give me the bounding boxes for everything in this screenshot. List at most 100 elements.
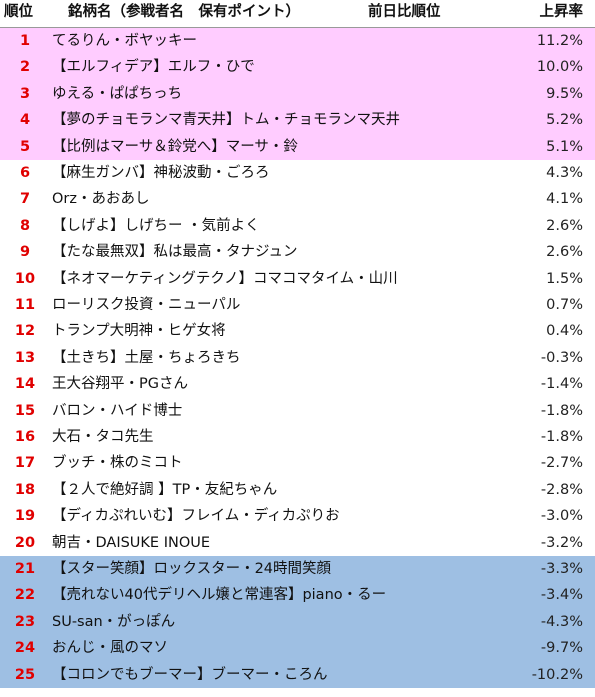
- pct-cell: -1.8%: [540, 402, 583, 419]
- table-row: 24 おんじ・風のマソ -9.7%: [0, 635, 595, 662]
- name-cell: 【スター笑顔】ロックスター・24時間笑顔: [52, 561, 332, 577]
- pct-cell: 0.7%: [546, 297, 583, 313]
- name-cell: 王大谷翔平・PGさん: [52, 376, 188, 393]
- name-cell: 【２人で絶好調 】TP・友紀ちゃん: [52, 481, 278, 498]
- rank-cell: 14: [14, 376, 36, 393]
- table-row: 14 王大谷翔平・PGさん -1.4%: [0, 371, 595, 397]
- rank-cell: 2: [19, 59, 31, 76]
- pct-cell: -0.3%: [540, 349, 583, 366]
- rank-cell: 3: [19, 85, 31, 102]
- rank-cell: 24: [14, 640, 36, 657]
- rank-cell: 4: [19, 112, 31, 129]
- pct-cell: -3.4%: [540, 587, 583, 604]
- rank-cell: 9: [19, 244, 31, 261]
- pct-cell: 2.6%: [546, 244, 583, 261]
- table-row: 8 【しげよ】しげちー ・気前よく 2.6%: [0, 213, 595, 239]
- rank-cell: 18: [14, 481, 36, 498]
- rank-cell: 12: [14, 323, 36, 340]
- pct-cell: -1.8%: [540, 429, 583, 445]
- pct-cell: -3.3%: [540, 561, 583, 577]
- rank-cell: 8: [19, 217, 31, 234]
- pct-cell: 4.1%: [546, 191, 583, 208]
- table-row: 20 朝吉・DAISUKE INOUE -3.2%: [0, 530, 595, 556]
- pct-cell: -2.8%: [540, 481, 583, 498]
- pct-cell: -4.3%: [540, 613, 583, 630]
- pct-cell: 11.2%: [536, 33, 583, 49]
- rank-cell: 20: [14, 534, 36, 551]
- table-row: 3 ゆえる・ぱぱちっち 9.5%: [0, 80, 595, 108]
- rank-cell: 6: [19, 165, 31, 181]
- rank-cell: 11: [14, 297, 36, 313]
- header-row: 順位 銘柄名（参戦者名 保有ポイント） 前日比順位 上昇率: [0, 0, 595, 28]
- table-row: 2 【エルフィデア】エルフ・ひで 10.0%: [0, 54, 595, 81]
- header-cell: 順位: [4, 4, 33, 20]
- table-row: 12 トランプ大明神・ヒゲ女将 0.4%: [0, 318, 595, 344]
- name-cell: ゆえる・ぱぱちっち: [52, 85, 183, 102]
- name-cell: 【コロンでもブーマー】ブーマー・ころん: [52, 666, 328, 683]
- rank-cell: 21: [14, 561, 36, 577]
- table-row: 23 SU-san・がっぽん -4.3%: [0, 608, 595, 636]
- name-cell: Orz・あおあし: [52, 191, 150, 208]
- table-row: 22 【売れない40代デリヘル嬢と常連客】piano・るー -3.4%: [0, 582, 595, 609]
- table-row: 11 ローリスク投資・ニューパル 0.7%: [0, 292, 595, 318]
- table-row: 15 バロン・ハイド博士 -1.8%: [0, 398, 595, 424]
- table-row: 21 【スター笑顔】ロックスター・24時間笑顔 -3.3%: [0, 556, 595, 583]
- table-row: 18 【２人で絶好調 】TP・友紀ちゃん -2.8%: [0, 477, 595, 503]
- name-cell: おんじ・風のマソ: [52, 640, 168, 657]
- table-row: 6 【麻生ガンバ】神秘波動・ごろろ 4.3%: [0, 160, 595, 186]
- pct-cell: -10.2%: [531, 666, 583, 683]
- name-cell: 大石・タコ先生: [52, 429, 154, 445]
- header-cell: 前日比順位: [368, 4, 441, 20]
- table-row: 16 大石・タコ先生 -1.8%: [0, 424, 595, 450]
- rank-cell: 17: [14, 455, 36, 472]
- table-row: 5 【比例はマーサ＆鈴党へ】マーサ・鈴 5.1%: [0, 133, 595, 160]
- name-cell: 【土きち】土屋・ちょろきち: [52, 349, 241, 366]
- pct-cell: 9.5%: [546, 85, 583, 102]
- rank-cell: 23: [14, 613, 36, 630]
- name-cell: 朝吉・DAISUKE INOUE: [52, 534, 211, 551]
- rank-cell: 5: [19, 138, 31, 155]
- rank-cell: 22: [14, 587, 36, 604]
- pct-cell: -9.7%: [540, 640, 583, 657]
- name-cell: 【売れない40代デリヘル嬢と常連客】piano・るー: [52, 587, 387, 604]
- name-cell: 【夢のチョモランマ青天井】トム・チョモランマ天井: [52, 112, 400, 129]
- table-row: 17 ブッチ・株のミコト -2.7%: [0, 450, 595, 476]
- header-cell: 上昇率: [539, 4, 584, 20]
- name-cell: SU-san・がっぽん: [52, 613, 176, 630]
- pct-cell: 5.1%: [546, 138, 583, 155]
- name-cell: ローリスク投資・ニューパル: [52, 297, 241, 313]
- rank-cell: 16: [14, 429, 36, 445]
- name-cell: 【エルフィデア】エルフ・ひで: [52, 59, 255, 76]
- table-row: 4 【夢のチョモランマ青天井】トム・チョモランマ天井 5.2%: [0, 107, 595, 134]
- table-row: 7 Orz・あおあし 4.1%: [0, 186, 595, 212]
- name-cell: バロン・ハイド博士: [52, 402, 183, 419]
- header-cell: 銘柄名（参戦者名 保有ポイント）: [68, 4, 300, 20]
- name-cell: ブッチ・株のミコト: [52, 455, 183, 472]
- pct-cell: 2.6%: [546, 217, 583, 234]
- table-row: 9 【たな最無双】私は最高・タナジュン 2.6%: [0, 239, 595, 265]
- name-cell: 【ネオマーケティングテクノ】コマコマタイム・山川: [52, 270, 398, 287]
- pct-cell: 0.4%: [546, 323, 583, 340]
- rank-cell: 7: [19, 191, 31, 208]
- table-row: 13 【土きち】土屋・ちょろきち -0.3%: [0, 345, 595, 371]
- rank-cell: 25: [14, 666, 36, 683]
- table-row: 19 【ディカぷれいむ】フレイム・ディカぷりお -3.0%: [0, 503, 595, 529]
- rank-cell: 1: [19, 33, 31, 49]
- rank-cell: 15: [14, 402, 36, 419]
- table-row: 10 【ネオマーケティングテクノ】コマコマタイム・山川 1.5%: [0, 266, 595, 292]
- pct-cell: -2.7%: [540, 455, 583, 472]
- name-cell: 【しげよ】しげちー ・気前よく: [52, 217, 260, 234]
- name-cell: 【たな最無双】私は最高・タナジュン: [52, 244, 298, 261]
- name-cell: てるりん・ボヤッキー: [52, 33, 197, 49]
- table-row: 25 【コロンでもブーマー】ブーマー・ころん -10.2%: [0, 661, 595, 688]
- rank-cell: 10: [14, 270, 36, 287]
- rank-cell: 19: [14, 508, 36, 525]
- pct-cell: -3.2%: [540, 534, 583, 551]
- pct-cell: -1.4%: [540, 376, 583, 393]
- pct-cell: 4.3%: [546, 165, 583, 181]
- table-row: 1 てるりん・ボヤッキー 11.2%: [0, 28, 595, 55]
- pct-cell: 5.2%: [546, 112, 583, 129]
- name-cell: トランプ大明神・ヒゲ女将: [52, 323, 226, 340]
- pct-cell: 10.0%: [536, 59, 583, 76]
